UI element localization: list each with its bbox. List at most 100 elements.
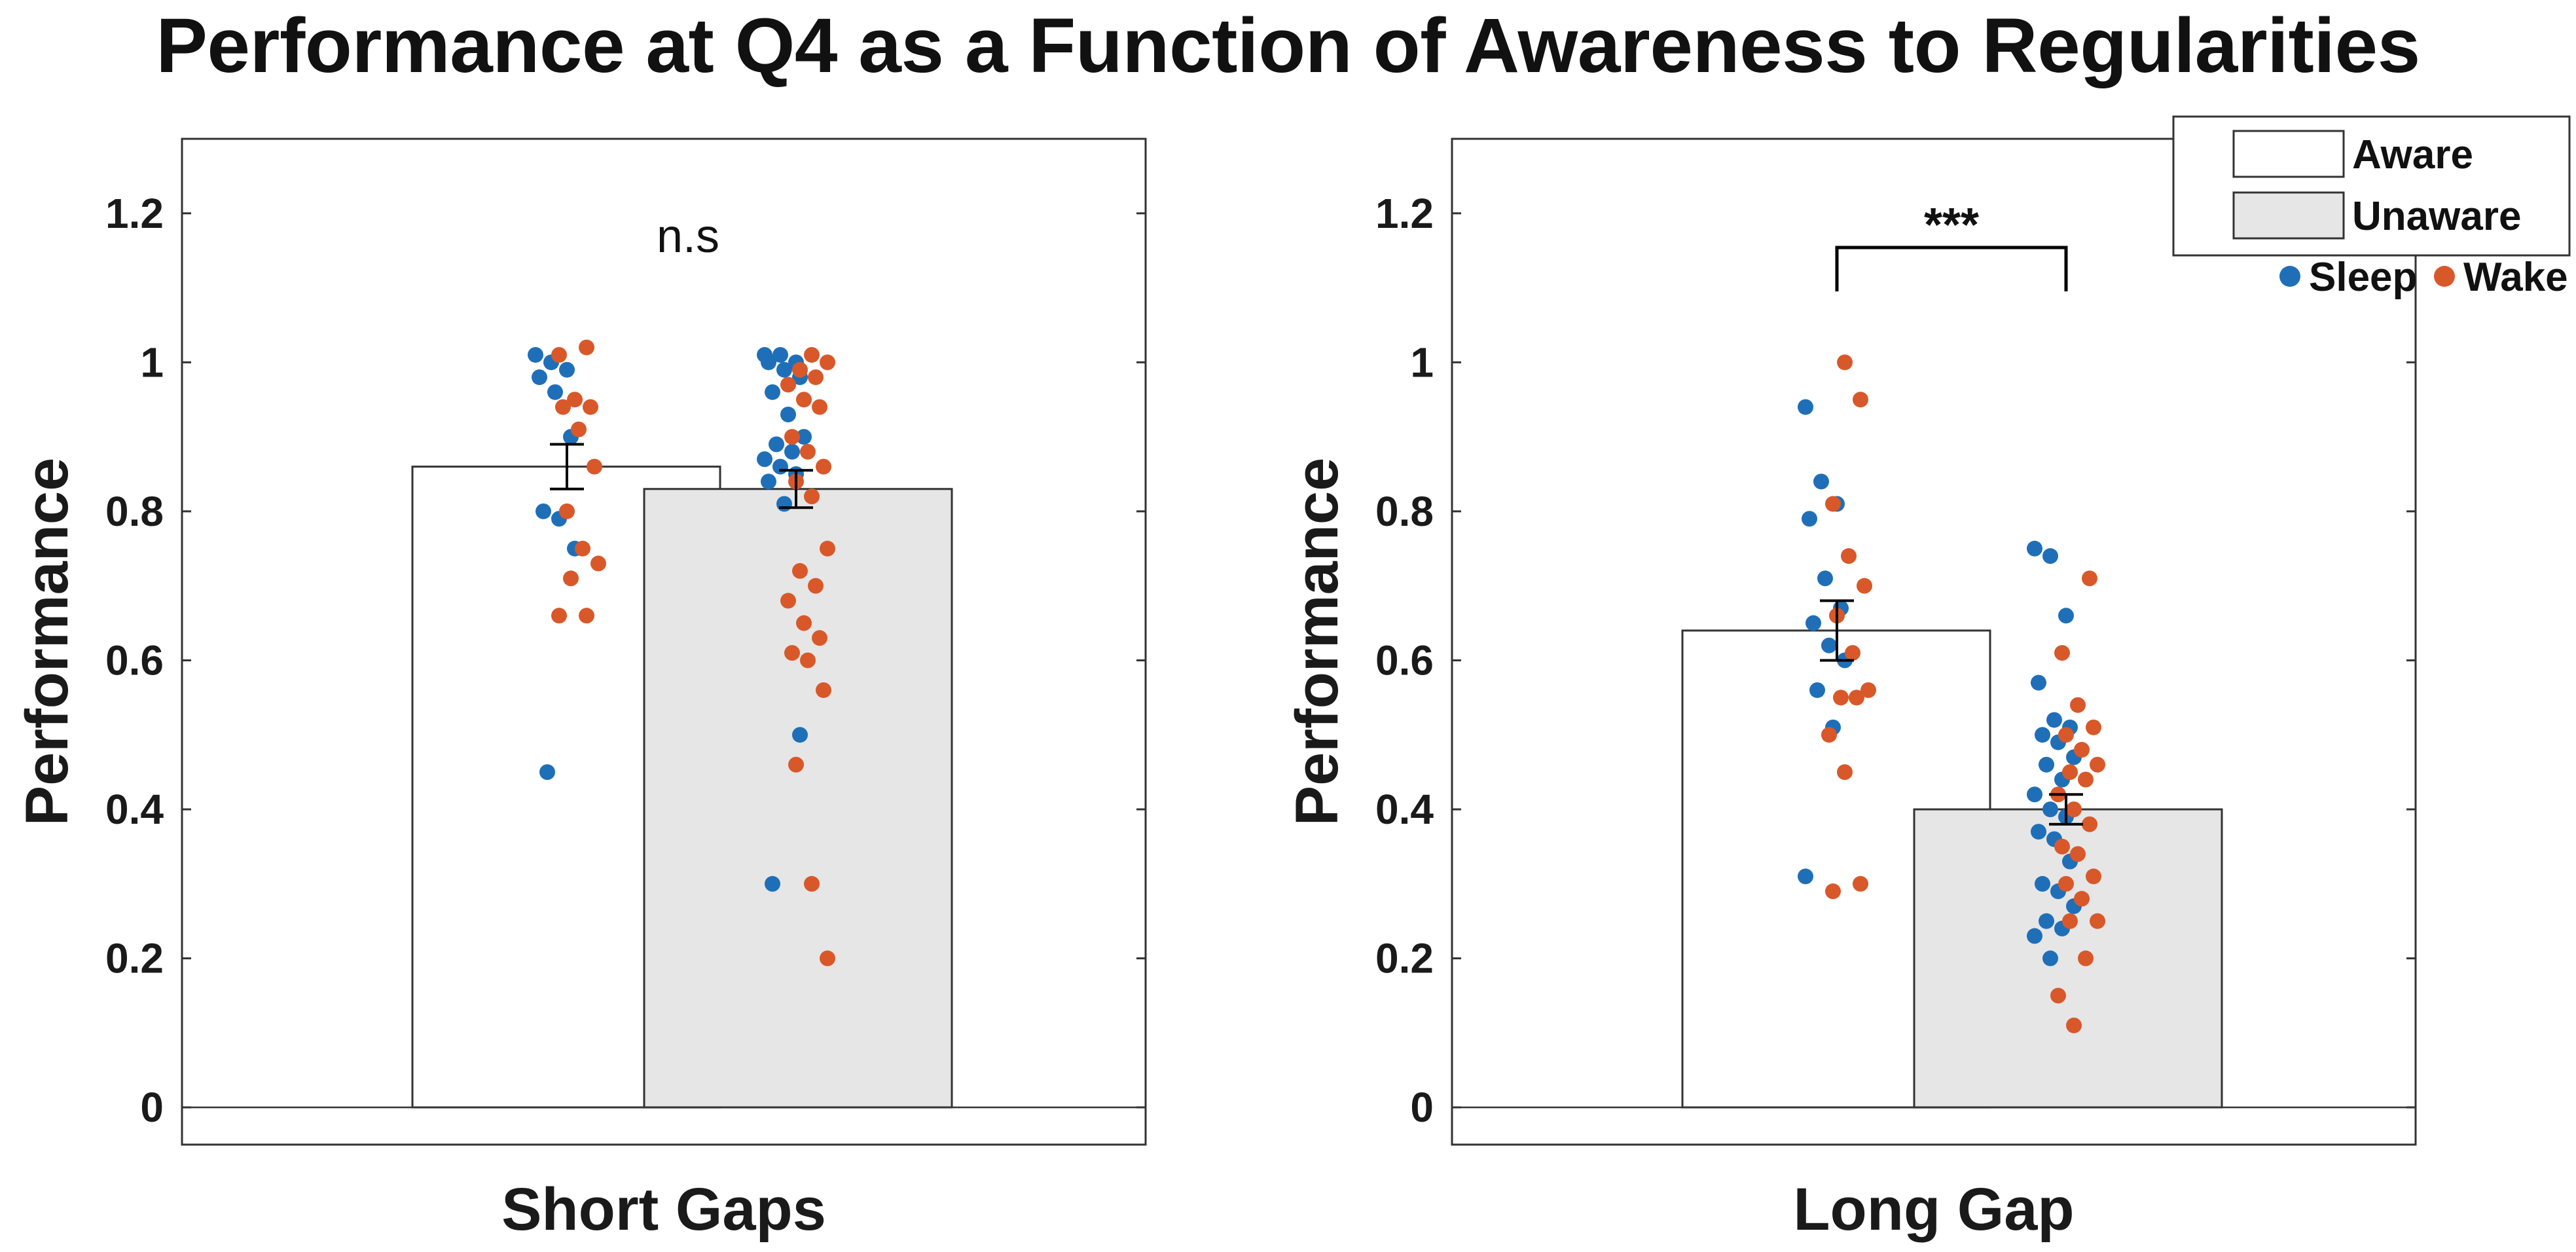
sleep-point: [757, 451, 772, 468]
sleep-point: [532, 369, 547, 386]
wake-point: [2082, 816, 2097, 832]
sleep-point: [2039, 756, 2054, 773]
sleep-point: [772, 458, 788, 475]
sleep-point: [2058, 608, 2074, 624]
y-tick-label: 0.6: [1375, 636, 1434, 684]
wake-point: [559, 503, 575, 519]
wake-point: [820, 950, 835, 967]
sleep-point: [2042, 801, 2058, 817]
figure-title: Performance at Q4 as a Function of Aware…: [156, 3, 2420, 89]
wake-point: [2066, 801, 2082, 817]
wake-point: [1821, 727, 1837, 743]
sleep-point: [776, 496, 792, 512]
wake-point: [784, 645, 800, 661]
wake-point: [2066, 1017, 2082, 1033]
legend-marker-sleep: [2279, 266, 2300, 287]
wake-point: [2062, 913, 2078, 929]
wake-point: [2070, 846, 2086, 862]
wake-point: [804, 875, 820, 892]
wake-point: [2082, 570, 2097, 587]
y-tick-label: 0.8: [1375, 488, 1434, 535]
sleep-point: [1821, 637, 1837, 654]
sleep-point: [772, 346, 788, 363]
wake-point: [820, 354, 835, 371]
wake-point: [571, 421, 587, 437]
wake-point: [1853, 392, 1868, 408]
wake-point: [1860, 682, 1876, 698]
wake-point: [2078, 950, 2094, 967]
wake-point: [551, 608, 567, 624]
wake-point: [800, 652, 816, 669]
wake-point: [2062, 764, 2078, 781]
wake-point: [2054, 645, 2070, 661]
wake-point: [1845, 645, 1860, 661]
wake-point: [590, 555, 606, 572]
wake-point: [796, 392, 812, 408]
wake-point: [792, 361, 808, 378]
sleep-point: [769, 436, 784, 452]
legend-label-wake: Wake: [2463, 255, 2568, 300]
sleep-point: [1805, 615, 1821, 631]
sleep-point: [1809, 682, 1825, 698]
sleep-point: [2031, 824, 2046, 840]
wake-point: [587, 458, 602, 475]
wake-point: [808, 369, 824, 386]
significance-label: ***: [1924, 199, 1979, 251]
wake-point: [2058, 875, 2074, 892]
legend-swatch-unaware: [2232, 191, 2345, 240]
sleep-point: [796, 429, 812, 445]
sleep-point: [765, 875, 780, 892]
sleep-point: [1817, 570, 1833, 587]
sleep-point: [2039, 913, 2054, 929]
wake-point: [1837, 354, 1853, 371]
wake-point: [2090, 756, 2105, 773]
y-tick-label: 1: [140, 339, 164, 386]
sleep-point: [535, 503, 551, 519]
sleep-point: [2042, 950, 2058, 967]
wake-point: [1849, 690, 1864, 706]
sleep-point: [2027, 786, 2042, 803]
y-tick-label: 0.2: [1375, 935, 1434, 982]
wake-point: [1825, 496, 1841, 512]
axes-frame: [1451, 138, 2417, 1146]
wake-point: [784, 429, 800, 445]
sleep-point: [792, 727, 808, 743]
y-tick-label: 0.4: [105, 786, 164, 833]
wake-point: [2074, 891, 2090, 907]
wake-point: [579, 608, 594, 624]
sleep-point: [2046, 712, 2062, 728]
y-tick-label: 0.6: [105, 636, 164, 684]
y-tick-label: 0: [1410, 1084, 1434, 1131]
wake-point: [812, 399, 827, 415]
wake-point: [2050, 987, 2066, 1004]
wake-point: [808, 578, 824, 594]
legend-label-aware: Aware: [2352, 132, 2473, 177]
wake-point: [804, 488, 820, 505]
sleep-point: [2035, 727, 2050, 743]
wake-point: [816, 458, 831, 475]
sleep-point: [765, 384, 780, 400]
wake-point: [804, 346, 820, 363]
y-tick-label: 0.2: [105, 935, 164, 982]
wake-point: [2090, 913, 2105, 929]
sleep-point: [528, 346, 543, 363]
wake-point: [575, 540, 590, 557]
wake-point: [2086, 719, 2101, 735]
wake-point: [579, 339, 594, 356]
y-tick-label: 0.8: [105, 488, 164, 535]
sleep-point: [761, 473, 776, 490]
wake-point: [2070, 697, 2086, 713]
wake-point: [583, 399, 598, 415]
sleep-point: [784, 443, 800, 460]
y-axis-title: Performance: [1284, 458, 1351, 826]
wake-point: [792, 562, 808, 579]
wake-point: [820, 540, 835, 557]
wake-point: [1825, 883, 1841, 900]
wake-point: [1837, 764, 1853, 781]
sleep-point: [2027, 928, 2042, 944]
wake-point: [780, 593, 796, 609]
sleep-point: [776, 361, 792, 378]
legend-label-sleep: Sleep: [2309, 255, 2417, 300]
panel-long-gap: 0 0.2 0.4 0.6 0.8 1 1.2 Performance Long Gap ***: [1284, 138, 2417, 1243]
panel-short-gaps: 0 0.2 0.4 0.6 0.8 1 1.2 Performance Short Gaps n.…: [14, 138, 1147, 1243]
